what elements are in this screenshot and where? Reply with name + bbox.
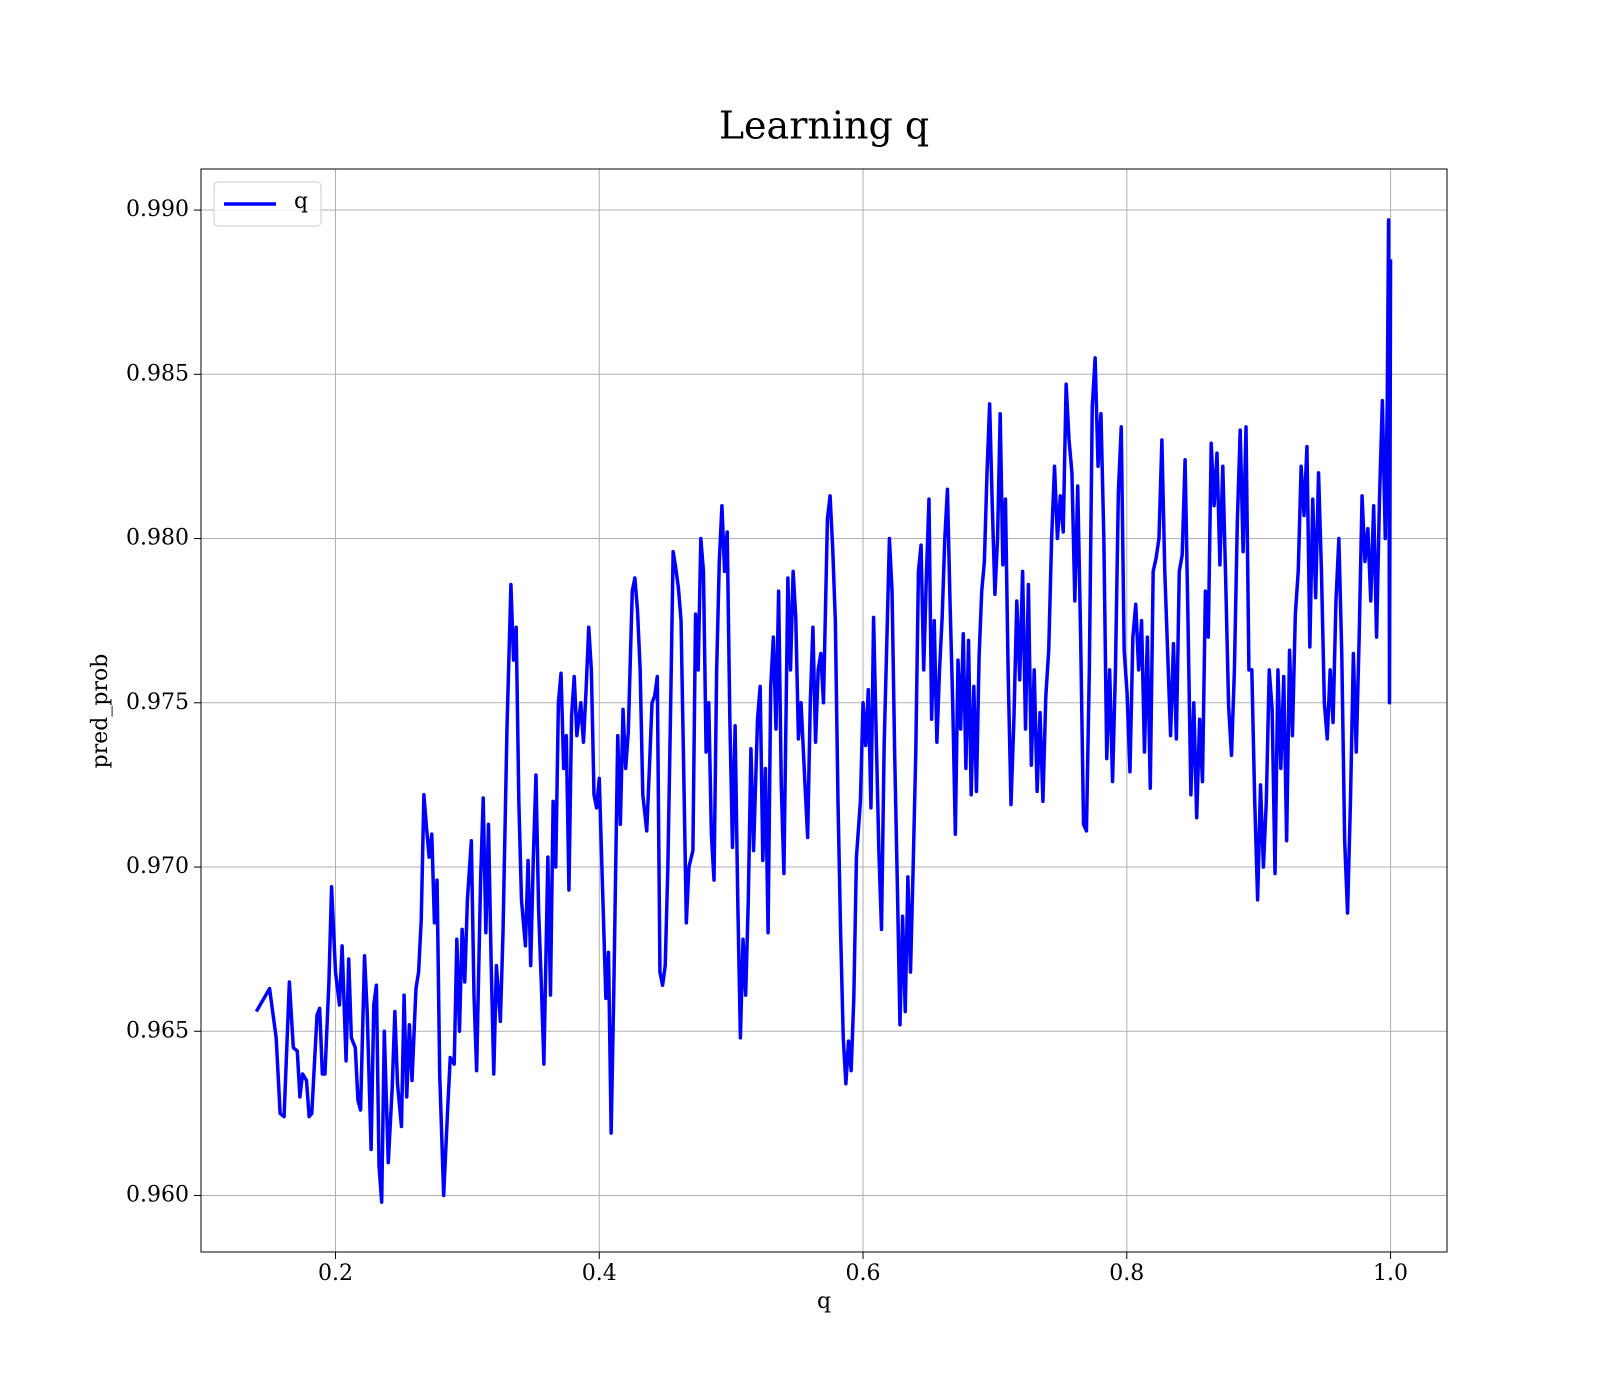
y-tick-label: 0.965 [126,1018,189,1043]
y-tick-label: 0.970 [126,854,189,879]
plot-frame [200,168,1448,1253]
y-tick-label: 0.960 [126,1183,189,1208]
y-axis-label: pred_prob [88,654,113,769]
y-tick-label: 0.985 [126,361,189,386]
y-tick-label: 0.975 [126,690,189,715]
y-tick-label: 0.980 [126,526,189,551]
y-tick-label: 0.990 [126,197,189,222]
x-tick-label: 0.8 [1109,1261,1144,1286]
legend-label: q [294,189,308,214]
x-tick-label: 0.2 [318,1261,353,1286]
x-axis-label: q [817,1289,831,1314]
x-tick-label: 1.0 [1373,1261,1408,1286]
chart-title: Learning q [719,104,929,148]
x-tick-label: 0.6 [846,1261,881,1286]
x-tick-label: 0.4 [582,1261,617,1286]
data-line [254,218,1393,1204]
